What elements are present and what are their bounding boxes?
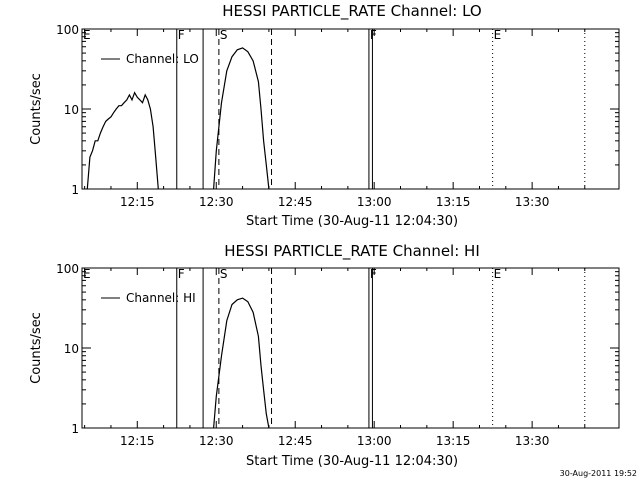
x-tick-label: 12:30 bbox=[199, 434, 234, 448]
x-tick-label: 12:15 bbox=[120, 195, 155, 209]
y-tick-label: 100 bbox=[56, 23, 79, 37]
panel-lo-title: HESSI PARTICLE_RATE Channel: LO bbox=[222, 2, 481, 21]
panel-hi-ylabel: Counts/sec bbox=[29, 312, 44, 384]
x-tick-label: 13:00 bbox=[357, 195, 392, 209]
y-tick-label: 1 bbox=[71, 422, 79, 436]
event-label: E bbox=[83, 28, 91, 42]
event-label: F bbox=[370, 267, 377, 281]
panel-lo: HESSI PARTICLE_RATE Channel: LO Counts/s… bbox=[29, 2, 620, 229]
y-tick-label: 1 bbox=[71, 183, 79, 197]
event-label: E bbox=[494, 267, 502, 281]
x-tick-label: 13:15 bbox=[436, 434, 471, 448]
series-line bbox=[213, 47, 270, 190]
x-tick-label: 12:45 bbox=[278, 434, 313, 448]
legend-label: Channel: LO bbox=[126, 52, 199, 66]
panel-hi-plot: 12:15 12:30 12:45 13:00 13:15 13:30 1 10 100 E F S F… bbox=[56, 262, 620, 448]
event-label: S bbox=[220, 267, 228, 281]
x-tick-label: 13:15 bbox=[436, 195, 471, 209]
event-label: F bbox=[370, 28, 377, 42]
x-tick-label: 13:30 bbox=[515, 434, 550, 448]
series-line bbox=[86, 91, 159, 190]
x-tick-label: 12:45 bbox=[278, 195, 313, 209]
y-tick-label: 10 bbox=[64, 103, 79, 117]
panel-lo-xlabel: Start Time (30-Aug-11 12:04:30) bbox=[246, 214, 458, 229]
timestamp: 30-Aug-2011 19:52 bbox=[560, 469, 637, 478]
event-label: S bbox=[220, 28, 228, 42]
panel-hi-xlabel: Start Time (30-Aug-11 12:04:30) bbox=[246, 454, 458, 469]
x-tick-label: 12:30 bbox=[199, 195, 234, 209]
y-tick-label: 100 bbox=[56, 262, 79, 276]
legend-label: Channel: HI bbox=[126, 291, 196, 305]
panel-hi-title: HESSI PARTICLE_RATE Channel: HI bbox=[224, 242, 480, 261]
y-tick-label: 10 bbox=[64, 342, 79, 356]
panel-lo-ylabel: Counts/sec bbox=[29, 73, 44, 145]
panel-lo-plot: 12:15 12:30 12:45 13:00 13:15 13:30 1 10 100 E F S F… bbox=[56, 23, 620, 209]
series-line bbox=[213, 297, 270, 429]
panel-hi: HESSI PARTICLE_RATE Channel: HI Counts/s… bbox=[29, 242, 620, 469]
x-tick-label: 13:00 bbox=[357, 434, 392, 448]
event-label: F bbox=[178, 267, 185, 281]
event-label: E bbox=[494, 28, 502, 42]
x-tick-label: 13:30 bbox=[515, 195, 550, 209]
event-label: E bbox=[83, 267, 91, 281]
x-tick-label: 12:15 bbox=[120, 434, 155, 448]
event-label: F bbox=[178, 28, 185, 42]
